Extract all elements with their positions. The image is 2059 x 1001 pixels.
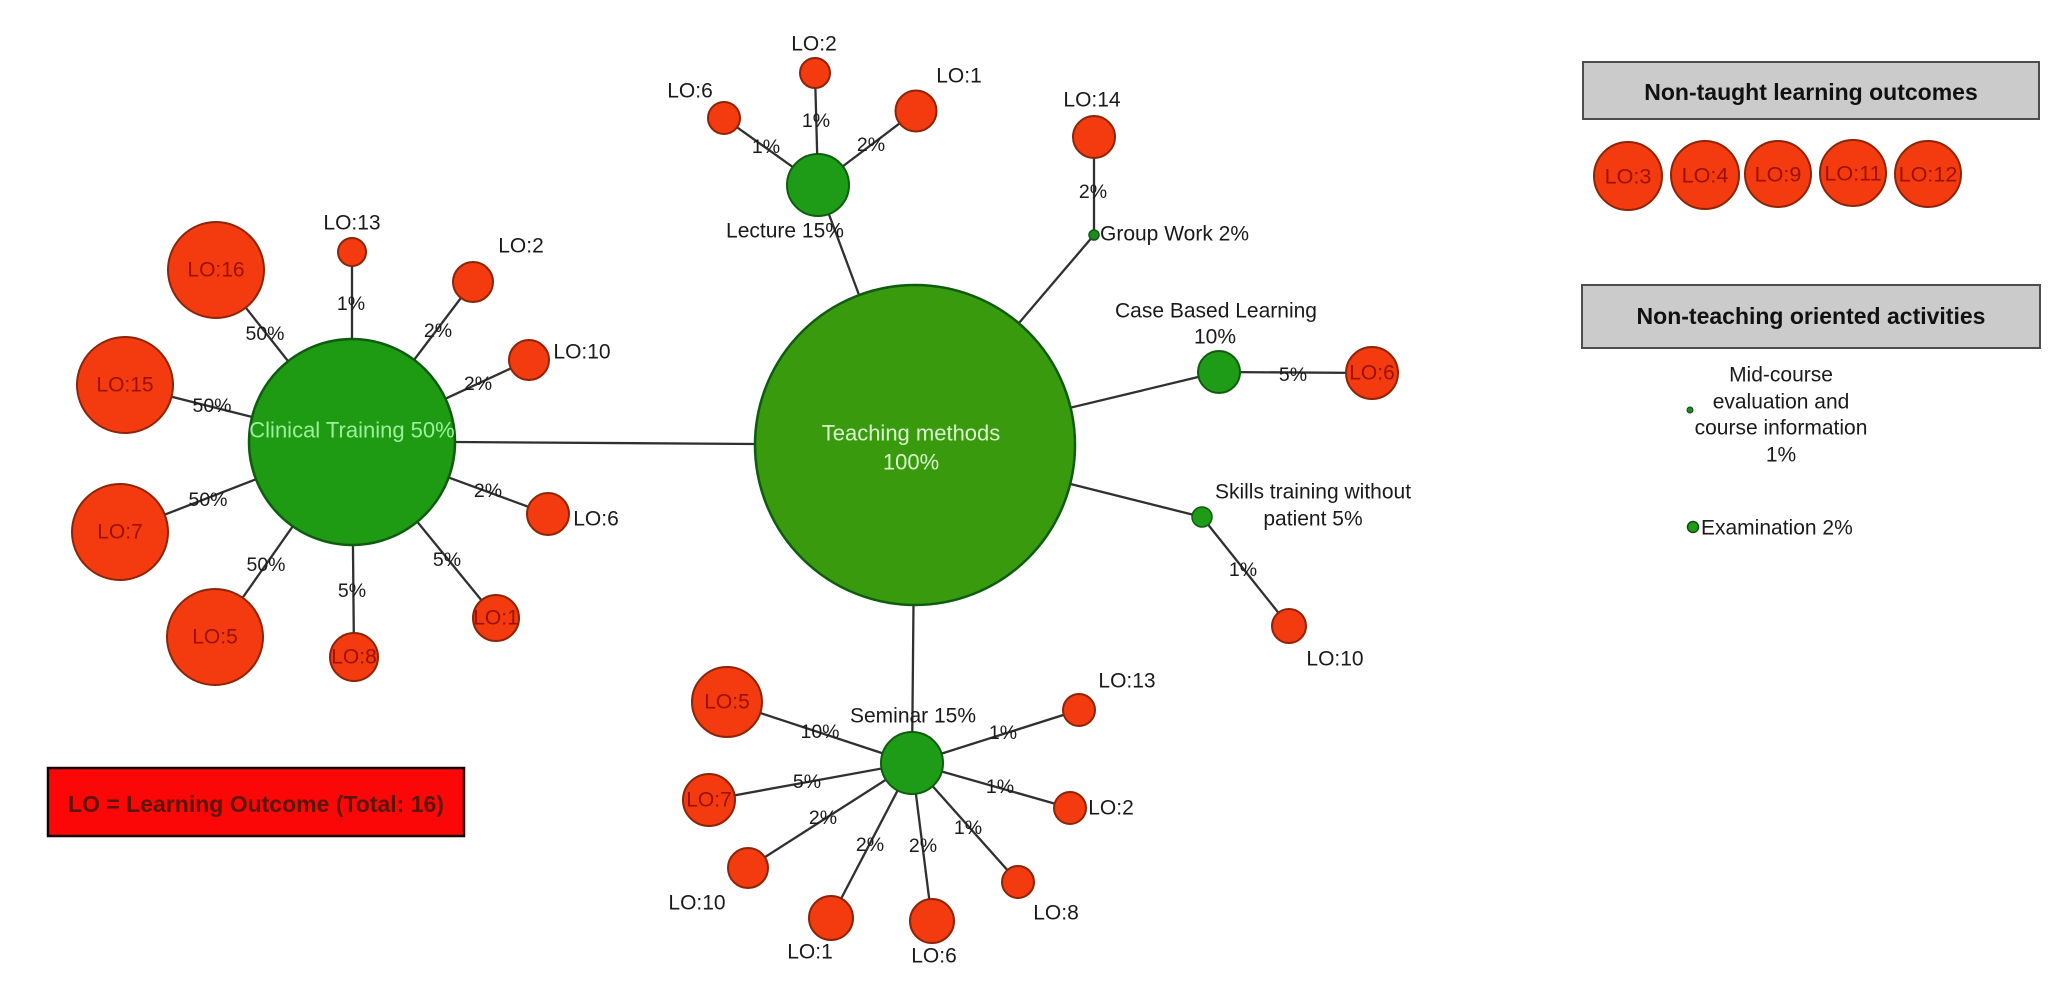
svg-text:LO:6: LO:6 — [1349, 362, 1395, 385]
svg-text:LO:10: LO:10 — [1306, 648, 1363, 671]
svg-text:1%: 1% — [752, 136, 780, 158]
svg-text:LO:10: LO:10 — [668, 892, 725, 915]
svg-text:Mid-course: Mid-course — [1729, 364, 1833, 387]
svg-text:5%: 5% — [793, 771, 821, 793]
svg-text:LO:9: LO:9 — [1755, 162, 1802, 187]
svg-text:LO:11: LO:11 — [1824, 161, 1881, 186]
svg-text:1%: 1% — [1766, 444, 1796, 467]
svg-text:LO:16: LO:16 — [187, 259, 244, 282]
svg-text:LO:13: LO:13 — [323, 212, 380, 235]
svg-text:LO:8: LO:8 — [331, 646, 377, 669]
svg-text:LO:1: LO:1 — [787, 941, 833, 964]
svg-text:LO:2: LO:2 — [1088, 797, 1134, 820]
svg-text:Non-teaching oriented activiti: Non-teaching oriented activities — [1637, 303, 1986, 329]
svg-text:LO:10: LO:10 — [553, 341, 610, 364]
svg-text:patient 5%: patient 5% — [1263, 508, 1362, 531]
svg-text:LO:7: LO:7 — [686, 789, 732, 812]
svg-text:LO:1: LO:1 — [936, 65, 982, 88]
svg-text:2%: 2% — [1079, 181, 1107, 203]
svg-text:LO = Learning Outcome (Total:: LO = Learning Outcome (Total: 16) — [68, 791, 444, 817]
svg-text:1%: 1% — [954, 817, 982, 839]
svg-text:LO:12: LO:12 — [1899, 162, 1958, 187]
svg-text:2%: 2% — [857, 134, 885, 156]
svg-text:LO:6: LO:6 — [911, 945, 957, 968]
svg-text:LO:1: LO:1 — [473, 607, 519, 630]
svg-text:50%: 50% — [246, 554, 285, 576]
svg-text:LO:5: LO:5 — [704, 691, 750, 714]
svg-text:Case Based Learning: Case Based Learning — [1115, 300, 1317, 323]
svg-text:LO:6: LO:6 — [667, 80, 713, 103]
svg-text:10%: 10% — [1194, 326, 1236, 349]
svg-text:Group Work 2%: Group Work 2% — [1100, 223, 1249, 246]
svg-text:2%: 2% — [464, 373, 492, 395]
svg-text:2%: 2% — [424, 320, 452, 342]
svg-text:1%: 1% — [986, 776, 1014, 798]
svg-text:50%: 50% — [192, 395, 231, 417]
svg-text:50%: 50% — [188, 489, 227, 511]
svg-text:Non-taught learning outcomes: Non-taught learning outcomes — [1644, 79, 1978, 105]
svg-text:1%: 1% — [989, 722, 1017, 744]
svg-text:Examination 2%: Examination 2% — [1701, 517, 1853, 540]
svg-text:LO:4: LO:4 — [1682, 163, 1729, 188]
svg-text:5%: 5% — [433, 549, 461, 571]
svg-text:LO:3: LO:3 — [1605, 164, 1652, 189]
svg-text:LO:6: LO:6 — [573, 508, 619, 531]
svg-text:LO:5: LO:5 — [192, 626, 238, 649]
svg-text:1%: 1% — [1229, 559, 1257, 581]
svg-text:2%: 2% — [909, 835, 937, 857]
svg-text:2%: 2% — [809, 807, 837, 829]
svg-text:1%: 1% — [337, 293, 365, 315]
svg-text:5%: 5% — [1279, 364, 1307, 386]
svg-text:100%: 100% — [883, 450, 939, 475]
svg-text:LO:7: LO:7 — [97, 521, 143, 544]
svg-text:50%: 50% — [245, 323, 284, 345]
svg-text:Seminar 15%: Seminar 15% — [850, 705, 976, 728]
svg-text:LO:14: LO:14 — [1063, 89, 1121, 112]
svg-text:2%: 2% — [474, 480, 502, 502]
svg-text:LO:8: LO:8 — [1033, 902, 1079, 925]
svg-text:LO:15: LO:15 — [96, 374, 153, 397]
svg-text:Teaching methods: Teaching methods — [822, 421, 1001, 446]
svg-text:1%: 1% — [802, 110, 830, 132]
svg-text:2%: 2% — [856, 834, 884, 856]
svg-text:5%: 5% — [338, 580, 366, 602]
svg-text:LO:13: LO:13 — [1098, 670, 1155, 693]
svg-text:Skills training without: Skills training without — [1215, 481, 1411, 504]
svg-text:course information: course information — [1695, 417, 1868, 440]
svg-text:Lecture 15%: Lecture 15% — [726, 220, 844, 243]
svg-text:LO:2: LO:2 — [791, 33, 837, 56]
svg-text:10%: 10% — [800, 721, 839, 743]
svg-text:Clinical Training 50%: Clinical Training 50% — [249, 418, 454, 443]
svg-text:evaluation and: evaluation and — [1713, 391, 1850, 414]
svg-text:LO:2: LO:2 — [498, 235, 544, 258]
